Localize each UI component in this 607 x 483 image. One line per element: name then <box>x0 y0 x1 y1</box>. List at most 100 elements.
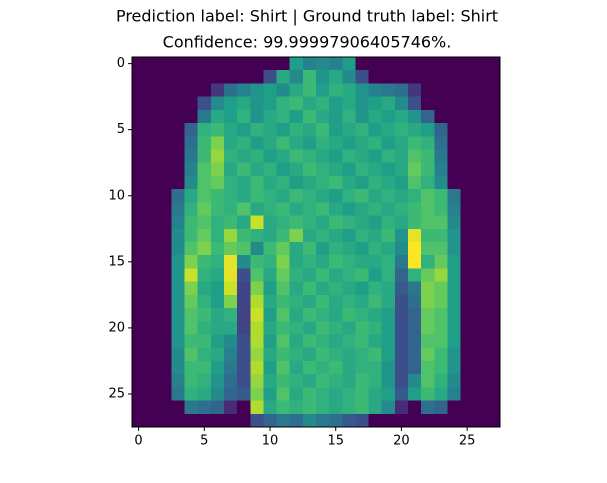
pixel <box>158 387 172 401</box>
x-tick-label: 0 <box>134 434 142 449</box>
pixel <box>184 123 199 137</box>
pixel <box>197 215 212 230</box>
pixel <box>171 215 185 230</box>
pixel <box>237 400 251 415</box>
pixel <box>210 294 225 309</box>
pixel <box>210 347 225 362</box>
pixel <box>184 83 199 97</box>
pixel <box>381 360 396 375</box>
pixel <box>237 70 251 84</box>
pixel <box>342 321 356 335</box>
pixel <box>421 413 435 428</box>
pixel <box>421 189 435 203</box>
pixel <box>355 136 369 150</box>
pixel <box>263 268 277 282</box>
pixel <box>250 387 264 401</box>
pixel <box>289 175 304 190</box>
pixel <box>184 294 199 309</box>
pixel <box>224 83 238 97</box>
pixel <box>237 321 251 335</box>
pixel <box>197 175 212 190</box>
pixel <box>276 242 291 256</box>
pixel <box>224 202 238 216</box>
pixel <box>276 83 291 97</box>
pixel <box>171 202 185 216</box>
pixel <box>263 360 277 375</box>
pixel <box>145 228 159 243</box>
pixel <box>473 136 488 150</box>
pixel <box>408 268 422 282</box>
pixel <box>210 413 225 428</box>
pixel <box>197 347 212 362</box>
pixel <box>316 242 330 256</box>
pixel <box>276 96 291 111</box>
pixel <box>132 242 146 256</box>
pixel <box>394 83 409 97</box>
pixel <box>447 228 461 243</box>
pixel <box>145 242 159 256</box>
pixel <box>197 162 212 177</box>
pixel <box>224 215 238 230</box>
pixel <box>302 109 317 124</box>
pixel <box>394 109 409 124</box>
pixel <box>171 268 185 282</box>
pixel <box>434 242 448 256</box>
pixel <box>460 202 475 216</box>
pixel <box>224 308 238 322</box>
pixel <box>132 202 146 216</box>
pixel <box>447 387 461 401</box>
pixel <box>224 281 238 296</box>
pixel <box>342 96 356 111</box>
pixel <box>368 400 383 415</box>
pixel <box>473 413 488 428</box>
pixel <box>329 294 343 309</box>
x-tick-label: 20 <box>393 434 410 449</box>
pixel <box>302 96 317 111</box>
pixel <box>394 57 409 71</box>
pixel <box>263 308 277 322</box>
pixel <box>473 400 488 415</box>
pixel <box>447 374 461 388</box>
pixel <box>316 374 330 388</box>
pixel <box>434 202 448 216</box>
plot-frame <box>131 56 501 428</box>
pixel <box>329 202 343 216</box>
pixel <box>355 281 369 296</box>
pixel <box>447 268 461 282</box>
pixel <box>434 123 448 137</box>
pixel <box>329 308 343 322</box>
pixel <box>421 334 435 349</box>
pixel <box>408 123 422 137</box>
pixel <box>421 374 435 388</box>
pixel <box>368 162 383 177</box>
pixel <box>302 175 317 190</box>
pixel <box>237 294 251 309</box>
pixel <box>145 123 159 137</box>
pixel <box>368 123 383 137</box>
pixel <box>394 334 409 349</box>
pixel <box>355 70 369 84</box>
pixel <box>486 321 501 335</box>
pixel <box>171 175 185 190</box>
pixel <box>237 175 251 190</box>
pixel <box>210 189 225 203</box>
pixel <box>158 83 172 97</box>
pixel <box>132 149 146 164</box>
pixel <box>381 281 396 296</box>
pixel <box>329 400 343 415</box>
pixel <box>158 400 172 415</box>
pixel <box>434 387 448 401</box>
pixel <box>381 228 396 243</box>
pixel <box>486 281 501 296</box>
pixel <box>197 202 212 216</box>
pixel <box>316 334 330 349</box>
pixel <box>197 96 212 111</box>
pixel <box>368 175 383 190</box>
pixel <box>237 149 251 164</box>
pixel <box>184 387 199 401</box>
pixel <box>355 268 369 282</box>
pixel <box>381 70 396 84</box>
pixel <box>473 268 488 282</box>
pixel <box>473 242 488 256</box>
